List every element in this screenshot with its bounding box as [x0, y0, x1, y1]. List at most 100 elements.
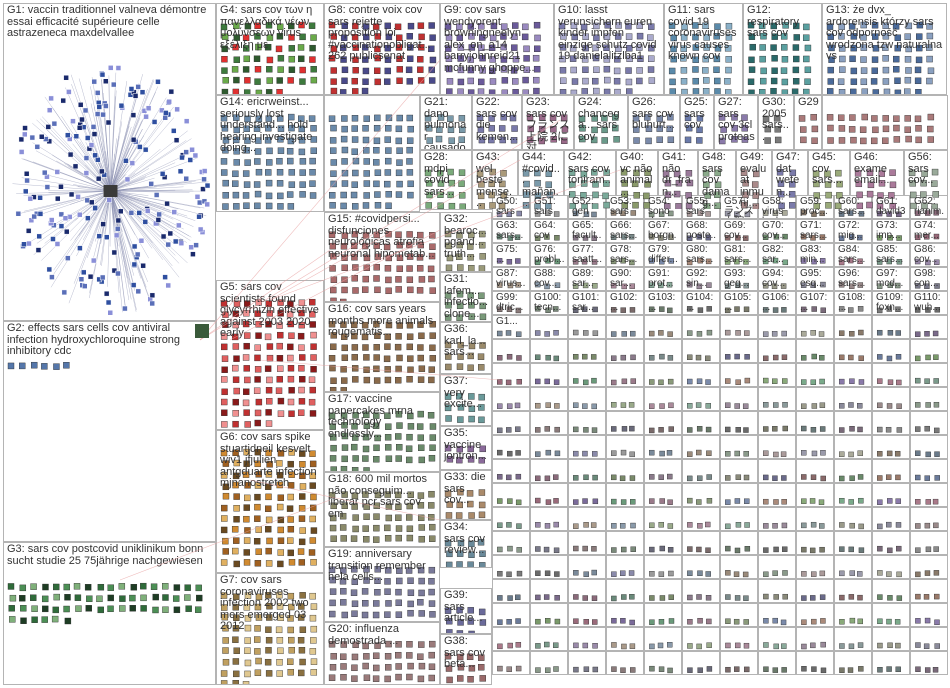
node	[778, 190, 785, 198]
node	[534, 259, 541, 266]
cluster-g82: G82: sar...	[758, 243, 796, 267]
node	[934, 427, 940, 434]
node	[603, 65, 611, 73]
cluster-nodes	[876, 329, 901, 336]
node	[254, 482, 262, 489]
node	[233, 537, 240, 544]
node	[810, 114, 817, 121]
node	[299, 354, 306, 361]
node	[91, 78, 97, 85]
node	[444, 652, 452, 660]
node	[90, 124, 97, 130]
cluster-g102: G102: ...	[606, 291, 644, 315]
node	[643, 202, 651, 209]
node	[85, 605, 92, 612]
node	[904, 126, 911, 133]
node	[232, 136, 240, 144]
node	[428, 77, 436, 84]
node	[309, 482, 316, 489]
cluster-g96	[910, 507, 948, 531]
node	[497, 403, 503, 409]
node	[871, 22, 879, 29]
cluster-nodes	[687, 570, 711, 577]
edge	[41, 190, 111, 261]
node	[762, 115, 770, 123]
node	[233, 670, 240, 678]
node	[860, 34, 867, 41]
node	[374, 434, 381, 442]
node	[611, 379, 617, 386]
node	[735, 330, 741, 336]
node	[781, 330, 787, 337]
node	[648, 330, 655, 337]
node	[915, 618, 921, 624]
node	[839, 427, 845, 433]
node	[523, 45, 530, 53]
node	[407, 577, 414, 584]
node	[573, 594, 579, 600]
cluster-g86	[530, 507, 568, 531]
node	[553, 211, 560, 217]
cluster-nodes	[876, 306, 901, 314]
node	[233, 76, 240, 84]
node	[298, 386, 305, 394]
node	[839, 451, 845, 457]
node	[231, 364, 239, 372]
node	[309, 504, 317, 512]
cluster-nodes	[725, 666, 750, 673]
cluster-g37: G37: very excite...	[440, 374, 492, 426]
cluster-nodes	[725, 570, 749, 578]
node	[351, 136, 359, 143]
node	[372, 675, 380, 682]
node	[809, 547, 816, 554]
node	[924, 667, 931, 673]
node	[37, 211, 44, 217]
node	[362, 433, 370, 441]
node	[705, 521, 711, 528]
node	[395, 663, 402, 670]
cluster-g62	[492, 339, 530, 363]
edge	[110, 190, 164, 260]
node	[222, 658, 230, 666]
node	[505, 330, 512, 336]
node	[781, 56, 789, 63]
node	[849, 570, 856, 576]
node	[384, 56, 392, 63]
cluster-g98	[568, 651, 606, 675]
node	[374, 45, 381, 53]
cluster-g33: G33: die sars cov...	[440, 470, 492, 520]
node	[467, 561, 474, 567]
node	[171, 128, 177, 134]
node	[351, 653, 359, 661]
node	[714, 88, 721, 94]
node	[406, 146, 413, 154]
node	[417, 354, 424, 362]
node	[362, 56, 369, 63]
cluster-nodes	[328, 410, 437, 471]
node	[363, 376, 371, 384]
node	[792, 66, 800, 74]
node	[222, 483, 230, 491]
cluster-nodes	[915, 593, 940, 600]
node	[924, 331, 930, 337]
node	[417, 321, 424, 328]
node	[162, 274, 168, 280]
cluster-nodes	[573, 642, 598, 649]
node	[31, 616, 38, 623]
node	[770, 44, 777, 51]
node	[839, 570, 845, 577]
node	[407, 412, 414, 420]
node	[637, 55, 644, 62]
node	[406, 502, 413, 510]
node	[457, 539, 465, 547]
cluster-nodes	[328, 320, 437, 391]
cluster-nodes	[220, 448, 318, 568]
cluster-g82	[872, 603, 910, 627]
node	[299, 658, 306, 666]
node	[444, 393, 452, 400]
node	[361, 321, 369, 329]
cluster-nodes	[444, 652, 486, 684]
node	[167, 230, 174, 237]
cluster-g66	[720, 579, 758, 603]
node	[287, 375, 295, 383]
